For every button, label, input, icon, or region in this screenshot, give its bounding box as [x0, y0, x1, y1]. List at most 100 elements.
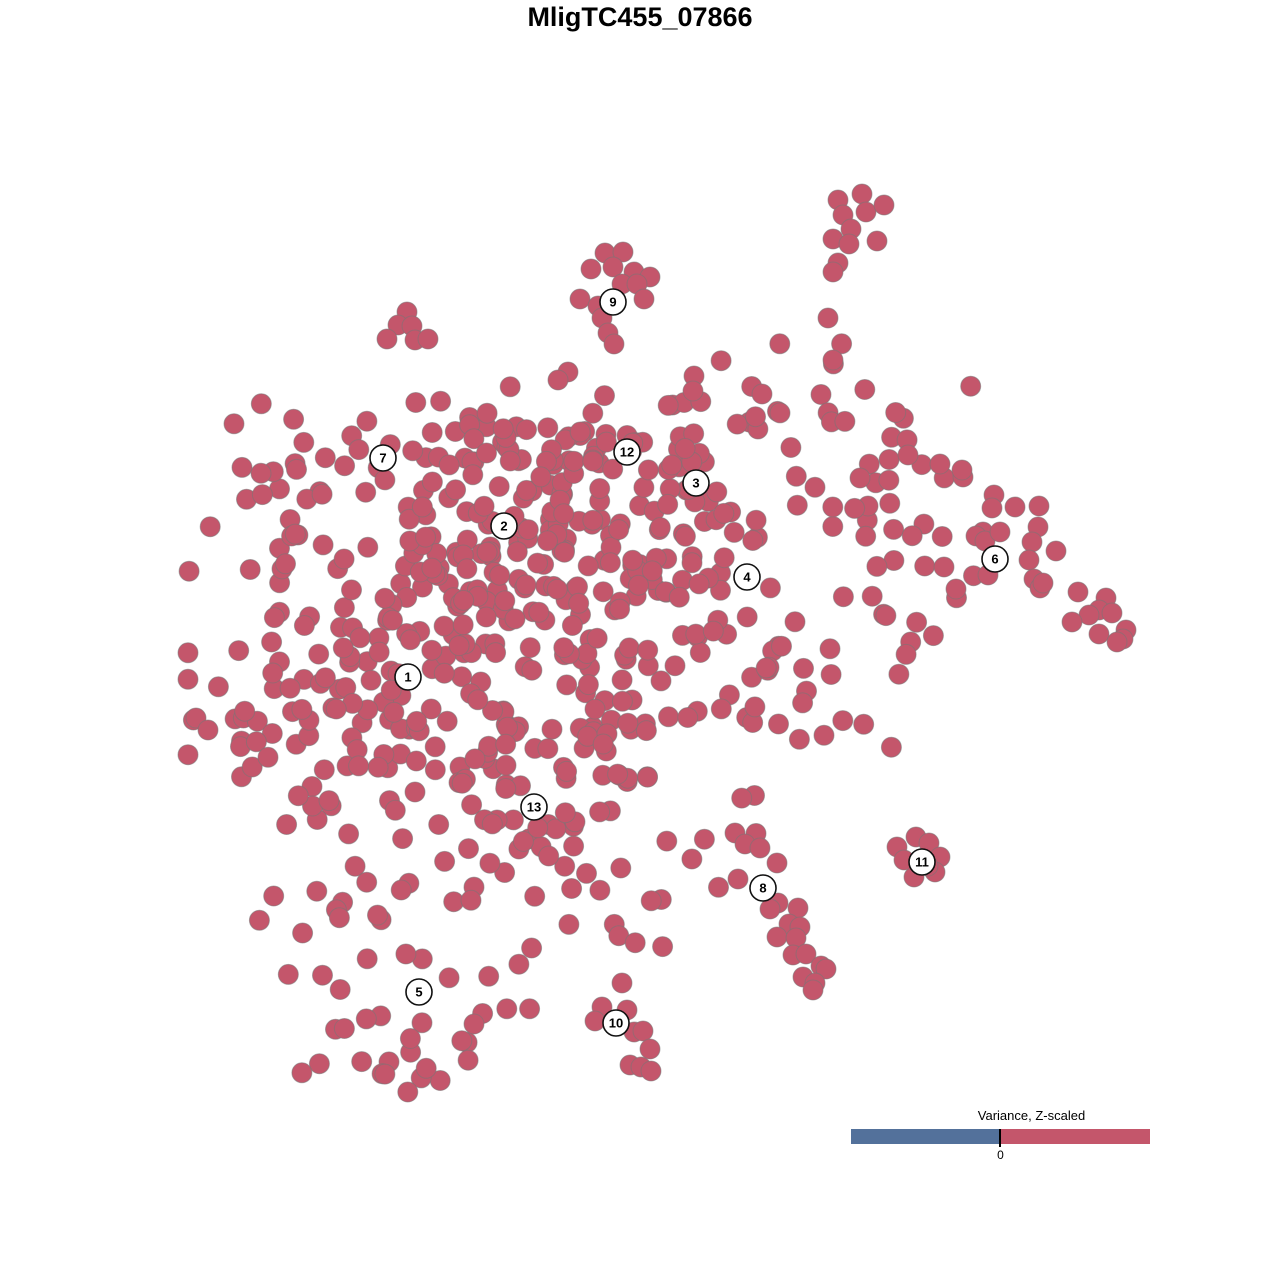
data-point: [461, 794, 483, 816]
data-point: [832, 710, 854, 732]
data-point: [392, 828, 414, 850]
data-point: [685, 623, 707, 645]
data-point: [421, 639, 443, 661]
data-point: [731, 787, 753, 809]
data-point: [374, 469, 396, 491]
data-point: [177, 642, 199, 664]
cluster-label-circle: [405, 978, 433, 1006]
data-point: [817, 307, 839, 329]
data-point: [834, 410, 856, 432]
data-point: [530, 466, 552, 488]
cluster-label-13: 13: [520, 793, 548, 821]
data-point: [674, 438, 696, 459]
cluster-label-text: 5: [415, 985, 422, 1000]
data-point: [263, 607, 285, 629]
data-point: [569, 288, 591, 310]
data-point: [851, 183, 873, 205]
data-point: [291, 698, 313, 720]
cluster-label-text: 10: [609, 1016, 623, 1031]
data-point: [519, 637, 541, 659]
data-point: [710, 350, 732, 372]
data-point: [508, 953, 530, 975]
data-point: [395, 943, 417, 965]
cluster-label-circle: [394, 663, 422, 691]
data-point: [476, 402, 498, 424]
data-point: [275, 553, 296, 575]
data-point: [411, 1012, 433, 1034]
data-point: [293, 431, 315, 453]
data-point: [433, 662, 455, 684]
data-point: [866, 230, 888, 252]
data-point: [261, 631, 283, 653]
data-point: [368, 641, 390, 663]
data-point: [312, 534, 334, 556]
data-point: [723, 521, 745, 543]
data-point: [736, 606, 758, 628]
data-point: [656, 830, 678, 852]
data-point: [248, 909, 270, 931]
data-point: [517, 519, 539, 541]
data-point: [438, 967, 460, 989]
data-point: [657, 493, 679, 515]
data-point: [456, 558, 478, 580]
data-point: [609, 598, 631, 620]
data-point: [356, 871, 378, 893]
data-point: [405, 750, 427, 772]
data-point: [308, 643, 330, 665]
data-point: [376, 328, 398, 350]
data-point: [241, 756, 263, 778]
data-point: [885, 402, 907, 423]
data-point: [577, 555, 599, 577]
data-point: [688, 573, 710, 595]
data-point: [832, 586, 854, 608]
data-point: [640, 1060, 662, 1082]
data-point: [344, 855, 366, 877]
data-point: [341, 579, 362, 601]
data-point: [577, 674, 599, 696]
data-point: [199, 516, 221, 538]
data-point: [250, 393, 272, 415]
data-point: [788, 728, 810, 750]
data-point: [883, 518, 905, 540]
data-point: [495, 778, 517, 799]
data-point: [608, 519, 630, 541]
data-point: [515, 574, 537, 596]
data-point: [664, 655, 686, 677]
data-point: [291, 1062, 313, 1084]
data-point: [1067, 581, 1089, 603]
data-point: [421, 557, 443, 579]
data-point: [462, 464, 484, 486]
data-point: [481, 813, 503, 835]
data-point: [228, 640, 250, 662]
data-point: [640, 890, 662, 912]
data-point: [713, 502, 735, 524]
data-point: [306, 880, 328, 902]
data-point: [584, 1010, 606, 1032]
data-point: [374, 587, 396, 609]
data-point: [933, 556, 955, 578]
data-point: [415, 526, 436, 548]
data-point: [287, 785, 309, 807]
colorbar-zero-tick: [999, 1129, 1001, 1147]
data-point: [582, 402, 604, 424]
data-point: [537, 738, 559, 760]
data-point: [348, 755, 370, 777]
data-point: [652, 936, 674, 958]
data-point: [603, 333, 625, 355]
data-point: [563, 835, 585, 857]
data-point: [262, 662, 284, 684]
data-point: [1088, 623, 1110, 645]
data-point: [637, 766, 658, 788]
data-point: [519, 998, 541, 1020]
data-point: [478, 965, 500, 987]
data-point: [402, 440, 424, 462]
cluster-label-3: 3: [682, 469, 710, 497]
data-point: [207, 676, 229, 698]
data-point: [383, 701, 405, 723]
data-point: [854, 379, 876, 400]
data-point: [639, 1038, 661, 1060]
cluster-label-circle: [908, 848, 936, 876]
data-point: [960, 375, 982, 397]
data-point: [279, 677, 301, 699]
